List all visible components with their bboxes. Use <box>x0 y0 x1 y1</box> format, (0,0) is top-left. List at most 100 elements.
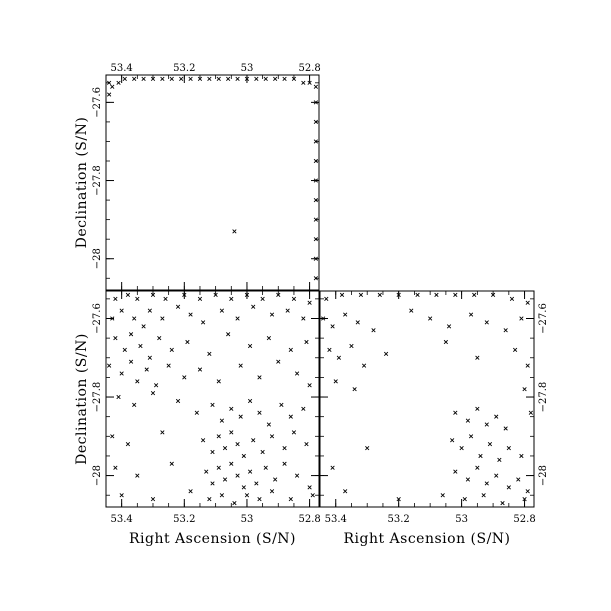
data-point <box>194 410 199 415</box>
data-point <box>188 312 193 317</box>
y-tick-label: −28 <box>92 465 103 486</box>
data-point <box>519 453 524 459</box>
data-point <box>396 497 401 502</box>
data-point <box>484 320 489 325</box>
data-point <box>226 332 231 337</box>
data-point <box>185 339 190 345</box>
data-point <box>273 477 278 482</box>
x-tick-label: 53.4 <box>325 514 347 525</box>
data-point <box>377 292 382 298</box>
data-point <box>313 158 318 164</box>
x-axis-label: Right Ascension (S/N) <box>343 531 510 547</box>
data-point <box>330 465 335 470</box>
data-point <box>244 76 250 82</box>
data-point <box>291 430 297 435</box>
data-point <box>263 76 268 82</box>
data-point <box>153 383 159 388</box>
data-point <box>160 430 165 435</box>
data-point <box>169 76 174 82</box>
data-point <box>313 178 318 183</box>
data-point <box>260 449 265 455</box>
data-point <box>232 500 237 506</box>
data-point <box>304 339 309 345</box>
data-point <box>132 316 137 321</box>
data-point <box>490 292 496 298</box>
data-point <box>229 296 234 301</box>
x-tick-label: 53.2 <box>173 514 195 525</box>
data-point <box>301 80 306 85</box>
y-tick-label: −27.8 <box>92 165 103 196</box>
data-point <box>188 76 193 82</box>
data-point <box>307 383 312 388</box>
data-point <box>468 312 474 317</box>
data-point <box>313 276 318 281</box>
data-point <box>235 76 240 82</box>
data-point <box>497 457 502 462</box>
data-point <box>333 379 338 384</box>
data-point <box>528 410 533 415</box>
data-point <box>254 481 259 486</box>
data-point <box>263 465 268 470</box>
data-point <box>226 76 231 82</box>
data-point <box>116 394 121 400</box>
data-point <box>247 469 253 474</box>
data-point <box>462 497 467 502</box>
data-point <box>355 320 360 325</box>
data-point <box>144 367 149 372</box>
data-point <box>210 481 215 486</box>
data-point <box>141 324 146 329</box>
data-point <box>241 485 246 490</box>
data-point <box>197 76 203 82</box>
data-point <box>222 445 228 451</box>
data-point <box>269 434 275 439</box>
plot-frame <box>319 290 535 508</box>
data-point <box>169 461 174 466</box>
data-point <box>110 84 115 89</box>
data-point <box>276 359 281 364</box>
data-point <box>313 84 318 89</box>
data-point <box>294 371 300 376</box>
data-point <box>122 76 127 82</box>
data-point <box>349 343 354 349</box>
x-tick-label: 53.2 <box>388 514 410 525</box>
data-point <box>446 324 452 329</box>
y-axis-label: Declination (S/N) <box>74 333 90 465</box>
data-point <box>219 418 225 423</box>
data-point <box>487 442 493 447</box>
data-point <box>182 375 187 380</box>
data-point <box>288 347 293 353</box>
data-point <box>313 100 318 105</box>
data-point <box>301 406 306 411</box>
data-point <box>135 296 140 301</box>
y-tick-label: −27.6 <box>92 87 103 118</box>
data-point <box>327 347 332 353</box>
data-point <box>475 355 480 360</box>
data-point <box>339 292 345 298</box>
data-point <box>358 292 364 298</box>
data-point <box>235 316 240 321</box>
data-point <box>157 336 162 341</box>
data-point <box>313 139 318 144</box>
data-point <box>428 316 433 321</box>
data-point <box>122 347 127 353</box>
data-point <box>107 80 112 85</box>
data-point <box>197 296 203 301</box>
data-point <box>307 300 312 305</box>
data-point <box>484 481 489 486</box>
data-point <box>525 300 530 305</box>
data-point <box>434 292 439 298</box>
data-point <box>522 497 527 502</box>
data-point <box>313 119 318 125</box>
data-point <box>260 296 265 301</box>
data-point <box>147 355 152 360</box>
data-point <box>235 473 240 478</box>
data-point <box>282 445 287 451</box>
data-point <box>409 308 414 313</box>
data-point <box>247 343 253 349</box>
plot-frame <box>105 74 320 291</box>
data-point <box>219 493 225 498</box>
x-tick-label: 53.4 <box>111 63 133 74</box>
data-point <box>175 304 181 309</box>
data-point <box>453 410 458 415</box>
data-point <box>238 363 243 368</box>
